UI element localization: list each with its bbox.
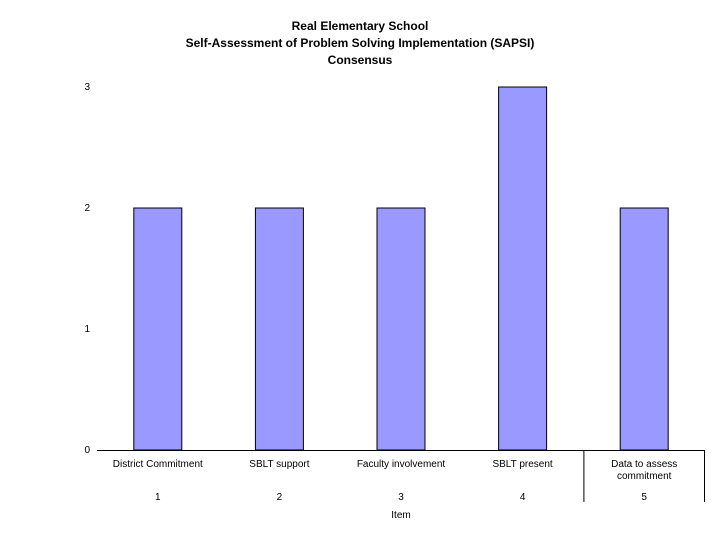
x-category-label: Data to assess xyxy=(611,459,677,470)
bar xyxy=(133,207,183,451)
bar xyxy=(619,207,669,451)
y-tick-label: 3 xyxy=(84,82,90,93)
x-category-label: Faculty involvement xyxy=(357,459,446,470)
x-category-label: SBLT present xyxy=(492,459,552,470)
x-item-number: 5 xyxy=(641,492,647,503)
x-item-number: 3 xyxy=(398,492,404,503)
y-tick-label: 0 xyxy=(84,445,90,456)
chart-title-line-1: Real Elementary School xyxy=(291,19,429,33)
bar xyxy=(498,86,548,451)
x-category-label: SBLT support xyxy=(249,459,309,470)
y-tick-label: 2 xyxy=(84,203,90,214)
x-category-label: commitment xyxy=(617,471,672,482)
chart-title-line-3: Consensus xyxy=(327,53,393,67)
x-item-number: 1 xyxy=(155,492,161,503)
x-axis-title: Item xyxy=(391,510,410,521)
chart-title: Real Elementary School Self-Assessment o… xyxy=(0,18,720,69)
bar xyxy=(254,207,304,451)
x-item-number: 4 xyxy=(520,492,526,503)
chart-title-line-2: Self-Assessment of Problem Solving Imple… xyxy=(185,36,535,50)
x-item-number: 2 xyxy=(277,492,283,503)
x-category-label: District Commitment xyxy=(113,459,203,470)
bar xyxy=(376,207,426,451)
y-tick-label: 1 xyxy=(84,324,90,335)
